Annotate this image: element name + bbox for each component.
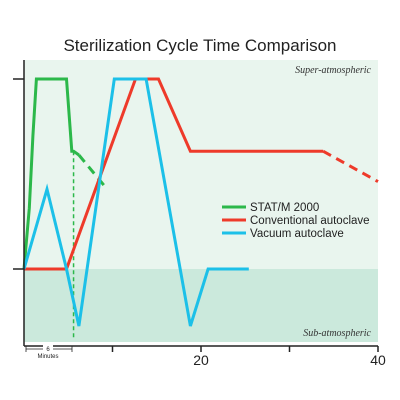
x-ticks: 20 40	[111, 346, 386, 368]
series-dashed-stat-m-2000	[77, 154, 109, 191]
x-tick-label-40: 40	[370, 352, 386, 368]
chart-title: Sterilization Cycle Time Comparison	[63, 36, 336, 55]
legend-label-conventional-autoclave: Conventional autoclave	[250, 215, 370, 227]
super-atmospheric-region	[24, 60, 378, 269]
series-dashed-conventional-autoclave	[322, 149, 379, 183]
series-layer	[22, 77, 379, 340]
scale-marker: 6 Minutes	[25, 344, 73, 360]
sub-atmospheric-label: Sub-atmospheric	[303, 328, 371, 339]
legend-label-stat-m-2000: STAT/M 2000	[250, 202, 319, 214]
super-atmospheric-label: Super-atmospheric	[295, 65, 371, 76]
legend: STAT/M 2000 Conventional autoclave Vacuu…	[222, 202, 370, 240]
scale-marker-unit: Minutes	[37, 354, 58, 360]
x-tick-label-20: 20	[193, 352, 209, 368]
series-line-vacuum-autoclave	[22, 77, 249, 327]
scale-marker-value: 6	[46, 347, 50, 353]
legend-label-vacuum-autoclave: Vacuum autoclave	[250, 228, 344, 240]
